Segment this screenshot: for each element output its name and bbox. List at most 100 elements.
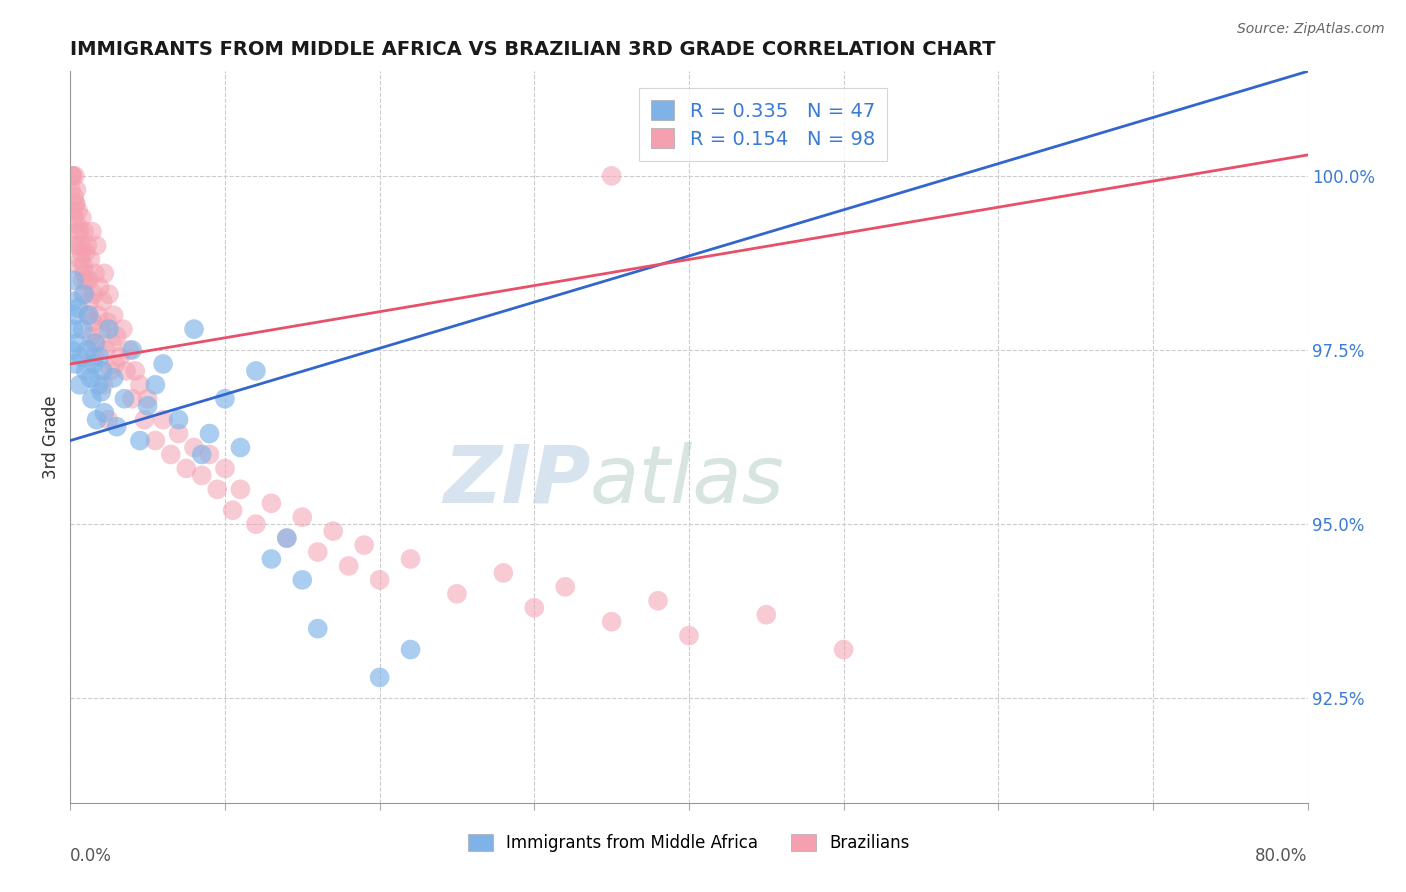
Point	[145, 434, 166, 448]
Point	[114, 392, 135, 406]
Point	[72, 322, 94, 336]
Point	[76, 343, 98, 357]
Point	[229, 441, 252, 455]
Text: ZIP: ZIP	[443, 442, 591, 520]
Point	[129, 377, 152, 392]
Point	[399, 642, 422, 657]
Point	[134, 412, 156, 426]
Point	[65, 336, 87, 351]
Text: 0.0%: 0.0%	[70, 847, 112, 864]
Point	[60, 343, 83, 357]
Point	[84, 336, 107, 351]
Point	[678, 629, 700, 643]
Point	[60, 169, 83, 183]
Point	[79, 252, 101, 267]
Point	[183, 441, 205, 455]
Point	[76, 273, 98, 287]
Point	[69, 252, 91, 267]
Point	[89, 280, 111, 294]
Point	[93, 377, 115, 392]
Point	[108, 350, 131, 364]
Point	[104, 357, 127, 371]
Point	[91, 364, 114, 378]
Point	[62, 322, 84, 336]
Text: atlas: atlas	[591, 442, 785, 520]
Point	[91, 294, 114, 309]
Point	[167, 426, 190, 441]
Point	[73, 287, 96, 301]
Point	[647, 594, 669, 608]
Point	[353, 538, 375, 552]
Point	[136, 392, 159, 406]
Point	[229, 483, 252, 497]
Point	[82, 315, 104, 329]
Point	[276, 531, 298, 545]
Point	[307, 545, 329, 559]
Point	[600, 169, 623, 183]
Point	[70, 211, 93, 225]
Point	[368, 573, 391, 587]
Point	[554, 580, 576, 594]
Point	[66, 238, 89, 252]
Point	[73, 266, 96, 280]
Point	[62, 211, 84, 225]
Point	[245, 517, 267, 532]
Point	[446, 587, 468, 601]
Text: 80.0%: 80.0%	[1256, 847, 1308, 864]
Point	[152, 357, 174, 371]
Point	[63, 190, 86, 204]
Point	[93, 266, 115, 280]
Point	[82, 357, 105, 371]
Point	[260, 496, 283, 510]
Point	[105, 329, 128, 343]
Point	[70, 245, 93, 260]
Point	[129, 434, 152, 448]
Point	[399, 552, 422, 566]
Point	[183, 322, 205, 336]
Point	[79, 294, 101, 309]
Point	[80, 392, 103, 406]
Point	[63, 169, 86, 183]
Point	[337, 558, 360, 573]
Point	[72, 260, 94, 274]
Point	[121, 343, 143, 357]
Point	[276, 531, 298, 545]
Point	[69, 377, 91, 392]
Text: IMMIGRANTS FROM MIDDLE AFRICA VS BRAZILIAN 3RD GRADE CORRELATION CHART: IMMIGRANTS FROM MIDDLE AFRICA VS BRAZILI…	[70, 39, 995, 59]
Point	[75, 364, 97, 378]
Point	[69, 225, 91, 239]
Point	[65, 196, 87, 211]
Point	[174, 461, 197, 475]
Point	[87, 377, 110, 392]
Point	[72, 287, 94, 301]
Point	[191, 468, 214, 483]
Point	[82, 287, 105, 301]
Point	[214, 392, 236, 406]
Point	[65, 183, 87, 197]
Point	[65, 357, 87, 371]
Point	[121, 392, 143, 406]
Point	[60, 183, 83, 197]
Point	[75, 245, 97, 260]
Point	[245, 364, 267, 378]
Point	[111, 322, 134, 336]
Point	[90, 384, 112, 399]
Point	[86, 412, 108, 426]
Point	[77, 308, 100, 322]
Point	[198, 448, 221, 462]
Point	[83, 350, 105, 364]
Text: Source: ZipAtlas.com: Source: ZipAtlas.com	[1237, 22, 1385, 37]
Point	[492, 566, 515, 580]
Point	[101, 336, 124, 351]
Point	[124, 364, 146, 378]
Point	[214, 461, 236, 475]
Point	[152, 412, 174, 426]
Point	[191, 448, 214, 462]
Point	[63, 273, 86, 287]
Point	[65, 196, 87, 211]
Point	[77, 273, 100, 287]
Point	[80, 225, 103, 239]
Point	[72, 273, 94, 287]
Y-axis label: 3rd Grade: 3rd Grade	[42, 395, 60, 479]
Point	[100, 364, 122, 378]
